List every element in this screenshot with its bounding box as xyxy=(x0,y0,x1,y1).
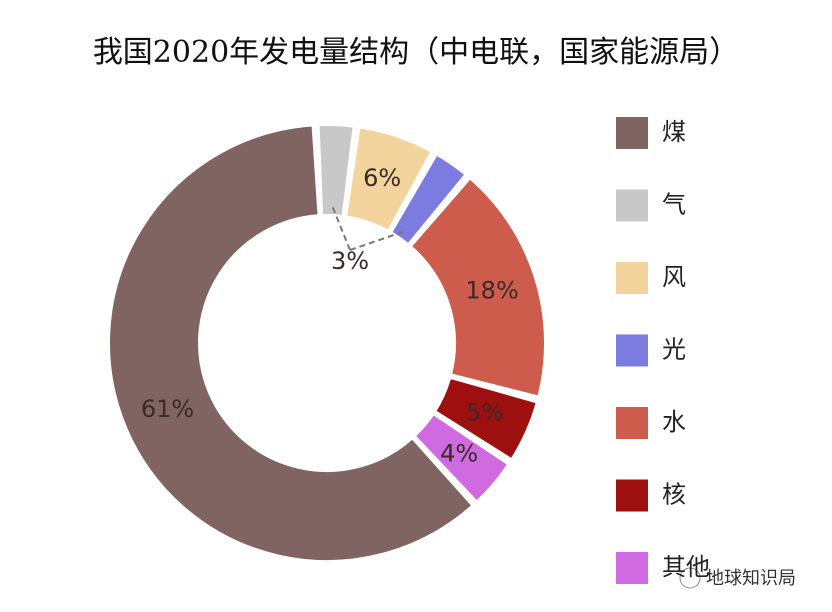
legend-swatch xyxy=(616,479,648,512)
data-label: 5% xyxy=(466,398,504,426)
legend-label: 气 xyxy=(662,191,686,219)
slice xyxy=(413,412,510,503)
legend-label: 水 xyxy=(662,408,686,436)
legend-label: 煤 xyxy=(662,118,686,146)
legend-label: 其他 xyxy=(662,553,710,581)
slice xyxy=(433,376,538,461)
legend-swatch xyxy=(616,407,648,439)
slice xyxy=(390,153,467,246)
data-label: 61% xyxy=(141,395,194,423)
watermark: 地球知识局 xyxy=(706,568,796,589)
leader-line xyxy=(331,206,351,251)
legend-label: 光 xyxy=(662,336,686,364)
slice xyxy=(317,124,355,218)
data-label: 6% xyxy=(363,164,401,192)
slice xyxy=(108,124,474,562)
legend-swatch xyxy=(616,189,648,222)
watermark-icon xyxy=(679,567,701,589)
data-label: 18% xyxy=(465,276,518,304)
legend-swatch xyxy=(616,552,648,584)
legend-swatch xyxy=(616,334,648,367)
legend-swatch xyxy=(616,117,648,149)
legend-swatch xyxy=(616,262,648,294)
slice xyxy=(345,126,433,232)
legend-label: 核 xyxy=(662,481,686,509)
data-label: 4% xyxy=(440,440,478,468)
chart-title: 我国2020年发电量结构（中电联，国家能源局） xyxy=(93,35,739,70)
legend-label: 风 xyxy=(662,263,686,291)
slice xyxy=(409,177,546,398)
data-label: 3% xyxy=(331,247,369,275)
